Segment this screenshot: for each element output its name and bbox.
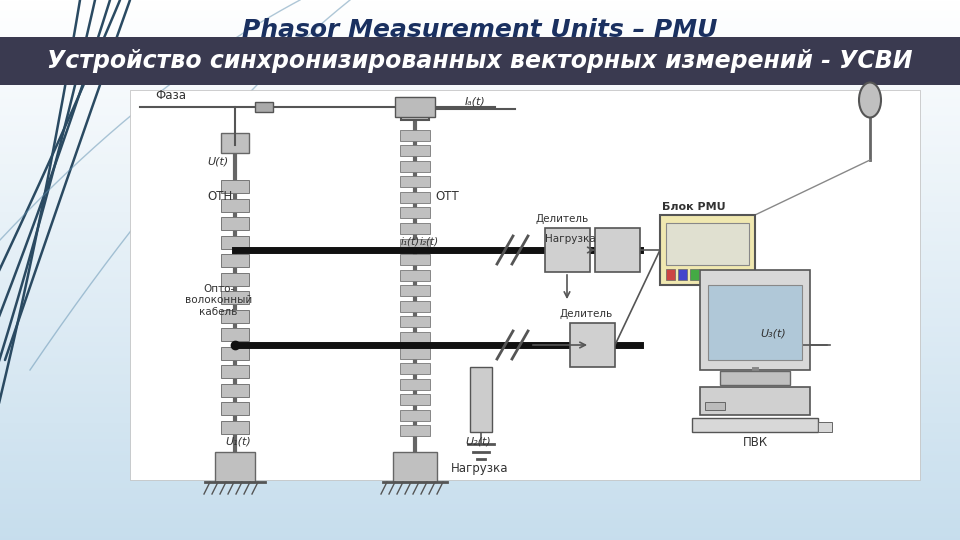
Bar bbox=[692, 418, 818, 432]
Bar bbox=[818, 422, 832, 432]
Ellipse shape bbox=[859, 83, 881, 118]
Text: ПВК: ПВК bbox=[742, 436, 768, 449]
Bar bbox=[400, 394, 430, 406]
Text: ОТН: ОТН bbox=[207, 190, 232, 203]
Bar bbox=[401, 98, 429, 120]
Text: Нагрузка: Нагрузка bbox=[451, 462, 509, 475]
Bar bbox=[221, 310, 249, 323]
Text: Phasor Measurement Units – PMU: Phasor Measurement Units – PMU bbox=[242, 18, 718, 42]
Bar bbox=[221, 218, 249, 231]
Text: Фаза: Фаза bbox=[155, 89, 186, 102]
Bar bbox=[393, 452, 437, 482]
Bar bbox=[400, 254, 430, 265]
Text: Опто-
волоконный
кабель: Опто- волоконный кабель bbox=[185, 284, 252, 317]
Bar bbox=[399, 102, 431, 116]
Bar bbox=[400, 301, 430, 312]
Bar bbox=[221, 254, 249, 267]
Bar bbox=[400, 207, 430, 218]
Bar bbox=[221, 365, 249, 378]
Bar bbox=[400, 348, 430, 359]
Bar bbox=[690, 269, 699, 280]
Bar bbox=[720, 371, 790, 385]
Bar bbox=[400, 410, 430, 421]
Bar bbox=[221, 236, 249, 249]
Text: Делитель: Делитель bbox=[560, 309, 613, 319]
Text: ОТТ: ОТТ bbox=[435, 190, 459, 203]
Bar bbox=[221, 180, 249, 193]
Text: Нагрузка: Нагрузка bbox=[545, 234, 596, 244]
Text: U₃(t): U₃(t) bbox=[760, 329, 785, 339]
Text: Iₐ(t): Iₐ(t) bbox=[465, 96, 486, 106]
Bar bbox=[666, 223, 749, 265]
Text: Блок PMU: Блок PMU bbox=[662, 202, 726, 212]
Bar bbox=[470, 367, 492, 432]
Bar bbox=[255, 102, 273, 112]
Bar bbox=[708, 285, 802, 360]
Bar bbox=[221, 273, 249, 286]
Bar bbox=[545, 228, 590, 272]
Bar bbox=[400, 269, 430, 281]
Bar bbox=[400, 239, 430, 249]
Bar bbox=[0, 37, 960, 85]
Bar bbox=[400, 379, 430, 390]
Bar bbox=[221, 133, 249, 153]
Bar bbox=[595, 228, 640, 272]
Bar bbox=[570, 323, 615, 367]
Bar bbox=[700, 387, 810, 415]
Text: U(t): U(t) bbox=[207, 157, 228, 167]
Bar bbox=[221, 421, 249, 434]
Bar bbox=[221, 383, 249, 396]
Bar bbox=[400, 332, 430, 343]
Bar bbox=[400, 223, 430, 234]
Bar bbox=[221, 347, 249, 360]
Bar bbox=[400, 176, 430, 187]
Bar bbox=[221, 402, 249, 415]
Bar bbox=[400, 192, 430, 203]
Text: U₁(t): U₁(t) bbox=[225, 437, 251, 447]
Text: i₂(t): i₂(t) bbox=[420, 237, 439, 247]
Bar bbox=[221, 291, 249, 304]
Bar bbox=[400, 363, 430, 374]
Bar bbox=[400, 161, 430, 172]
Bar bbox=[400, 145, 430, 156]
Bar bbox=[221, 328, 249, 341]
Bar bbox=[221, 199, 249, 212]
Bar bbox=[400, 130, 430, 140]
Bar bbox=[678, 269, 687, 280]
Bar bbox=[215, 452, 255, 482]
Bar bbox=[400, 316, 430, 327]
Bar bbox=[400, 426, 430, 436]
Bar bbox=[666, 269, 675, 280]
Bar bbox=[395, 97, 435, 117]
Text: Устройство синхронизированных векторных измерений - УСВИ: Устройство синхронизированных векторных … bbox=[47, 49, 913, 73]
Text: i₁(t): i₁(t) bbox=[401, 237, 420, 247]
Bar bbox=[705, 402, 725, 410]
Bar bbox=[400, 285, 430, 296]
Bar bbox=[130, 90, 920, 480]
Text: Делитель: Делитель bbox=[535, 214, 588, 224]
Bar bbox=[700, 270, 810, 370]
Bar bbox=[660, 215, 755, 285]
Text: U₂(t): U₂(t) bbox=[465, 437, 491, 447]
